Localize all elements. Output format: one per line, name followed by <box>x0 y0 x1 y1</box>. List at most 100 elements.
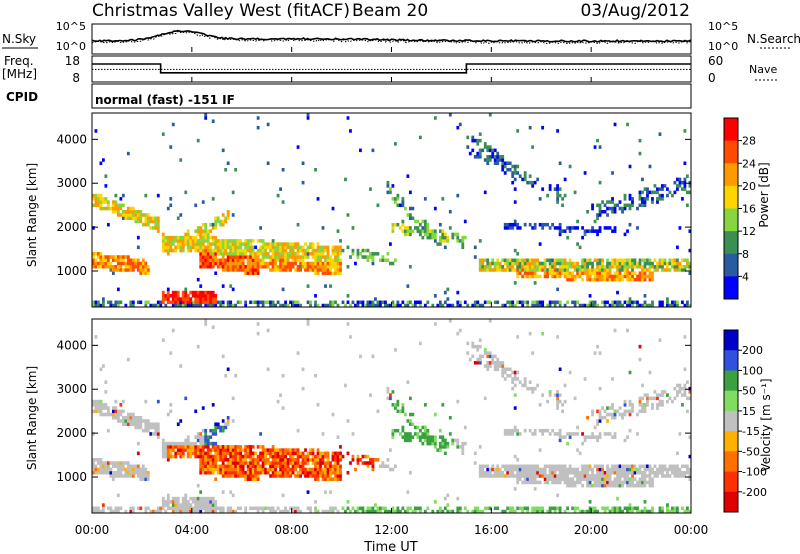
velocity-cell <box>394 464 397 469</box>
velocity-cell <box>346 500 350 504</box>
velocity-cell <box>666 503 669 507</box>
power-cell <box>396 300 400 305</box>
power-cell <box>106 258 110 263</box>
power-cell <box>196 239 200 243</box>
velocity-cell <box>638 396 642 401</box>
velocity-cell <box>478 464 482 469</box>
power-cell <box>274 264 277 269</box>
velocity-cell <box>264 448 268 452</box>
power-cell <box>428 232 432 237</box>
power-cell <box>299 245 302 250</box>
power-cell <box>663 184 667 188</box>
power-cell <box>381 255 385 259</box>
power-cell <box>508 303 512 308</box>
power-cell <box>281 268 285 272</box>
power-cell <box>239 252 243 256</box>
power-cell <box>533 222 537 227</box>
velocity-cell <box>226 509 230 514</box>
velocity-cell <box>224 425 228 430</box>
velocity-cell <box>521 480 525 485</box>
velocity-cell <box>194 454 198 459</box>
power-cell <box>214 300 218 305</box>
velocity-cell <box>543 480 547 485</box>
velocity-cell <box>276 458 280 462</box>
velocity-cell <box>336 509 340 514</box>
velocity-cell <box>309 448 312 452</box>
power-cell <box>571 261 574 266</box>
power-cell <box>556 300 560 305</box>
power-cell <box>501 155 505 159</box>
power-cell <box>641 200 644 204</box>
power-cell <box>234 268 238 272</box>
velocity-cell <box>166 503 170 507</box>
velocity-cell <box>281 458 285 462</box>
velocity-cell <box>401 406 405 410</box>
power-cell <box>254 252 258 256</box>
power-cell <box>191 239 195 243</box>
velocity-cell <box>316 470 320 475</box>
power-cell <box>526 264 530 269</box>
velocity-cell <box>104 467 108 472</box>
velocity-cell <box>556 399 560 404</box>
velocity-cell <box>206 467 210 472</box>
velocity-cell <box>129 419 133 423</box>
power-cell <box>144 303 148 308</box>
power-cell <box>324 303 327 308</box>
velocity-cell <box>234 445 238 449</box>
power-cell <box>99 193 103 198</box>
power-cell <box>189 235 193 240</box>
velocity-cell <box>568 480 572 485</box>
velocity-cell <box>636 432 639 436</box>
power-cell <box>96 252 100 256</box>
power-cell <box>199 297 203 301</box>
power-cell <box>678 268 682 272</box>
power-cell <box>176 245 180 250</box>
velocity-cell <box>131 509 135 514</box>
velocity-cell <box>556 477 560 481</box>
power-cell <box>598 203 602 208</box>
power-cell <box>204 222 208 227</box>
velocity-cell <box>286 451 290 456</box>
velocity-cell <box>194 451 198 456</box>
time-tick-label-6: 00:00 <box>674 523 709 537</box>
velocity-cell <box>618 477 622 481</box>
power-cell <box>526 180 530 185</box>
velocity-cell <box>334 454 337 459</box>
velocity-cell <box>638 509 642 514</box>
power-cell <box>406 284 410 288</box>
velocity-cell <box>613 470 617 475</box>
velocity-cell <box>648 396 652 401</box>
power-cell <box>211 264 215 269</box>
velocity-cell <box>156 435 160 439</box>
power-cell <box>101 255 105 259</box>
power-cell <box>241 268 245 272</box>
date-title: 03/Aug/2012 <box>580 1 690 21</box>
velocity-cell <box>626 506 629 511</box>
velocity-cell <box>521 467 525 472</box>
power-cell <box>673 261 677 266</box>
power-cell <box>296 303 300 308</box>
power-cell <box>326 268 330 272</box>
velocity-cell <box>503 377 507 381</box>
power-cell <box>154 222 158 227</box>
power-cell <box>186 300 190 305</box>
velocity-cell <box>316 461 320 465</box>
velocity-cell <box>561 467 565 472</box>
power-cell <box>618 200 622 204</box>
power-cell <box>623 274 627 279</box>
power-cell <box>269 303 272 308</box>
power-cell <box>628 222 632 227</box>
velocity-cell <box>206 441 210 446</box>
power-cell <box>673 190 677 195</box>
power-cell <box>226 264 230 269</box>
velocity-cell <box>214 467 218 472</box>
power-cell <box>486 268 490 272</box>
velocity-cell <box>593 483 597 488</box>
velocity-cell <box>279 461 282 465</box>
velocity-cell <box>556 493 560 498</box>
velocity-cell <box>386 458 390 462</box>
power-cell <box>493 161 497 166</box>
velocity-cell <box>239 451 243 456</box>
power-cell <box>179 242 183 246</box>
power-cell <box>601 261 604 266</box>
